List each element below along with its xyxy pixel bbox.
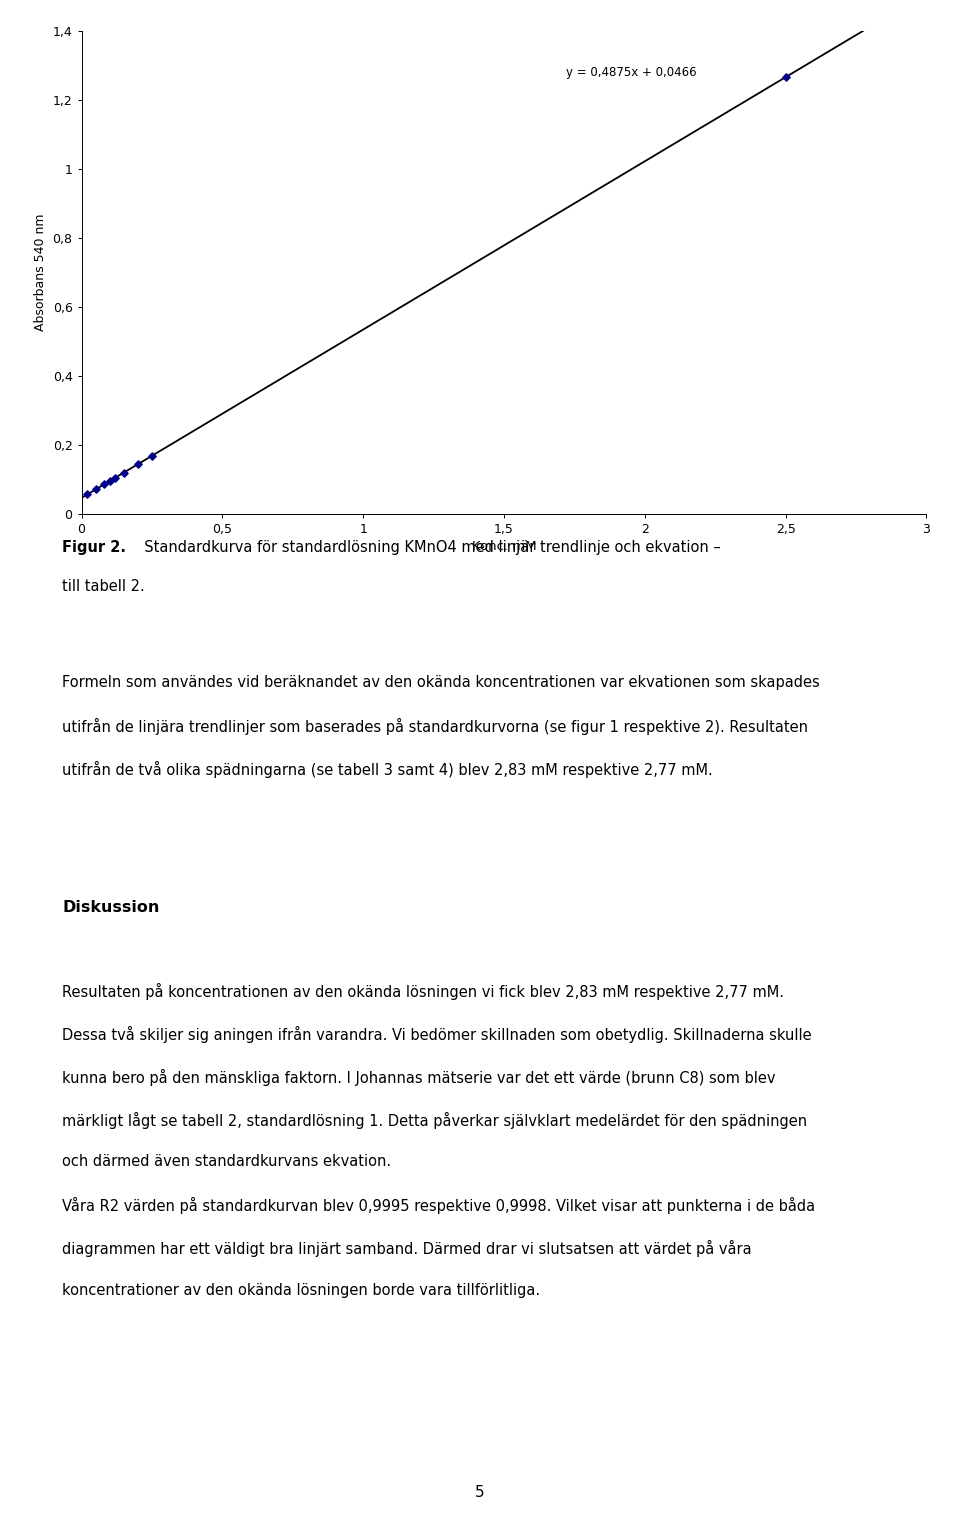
Text: till tabell 2.: till tabell 2. xyxy=(62,578,145,594)
Point xyxy=(88,477,104,502)
Text: Resultaten på koncentrationen av den okända lösningen vi fick blev 2,83 mM respe: Resultaten på koncentrationen av den okä… xyxy=(62,983,784,1000)
Y-axis label: Absorbans 540 nm: Absorbans 540 nm xyxy=(34,213,47,331)
Text: Diskussion: Diskussion xyxy=(62,900,159,916)
Point xyxy=(96,472,111,497)
Point xyxy=(102,469,117,494)
Text: utifrån de två olika spädningarna (se tabell 3 samt 4) blev 2,83 mM respektive 2: utifrån de två olika spädningarna (se ta… xyxy=(62,761,713,778)
Text: diagrammen har ett väldigt bra linjärt samband. Därmed drar vi slutsatsen att vä: diagrammen har ett väldigt bra linjärt s… xyxy=(62,1239,752,1256)
Text: Våra R2 värden på standardkurvan blev 0,9995 respektive 0,9998. Vilket visar att: Våra R2 värden på standardkurvan blev 0,… xyxy=(62,1197,816,1213)
Point xyxy=(80,482,95,506)
Text: koncentrationer av den okända lösningen borde vara tillförlitliga.: koncentrationer av den okända lösningen … xyxy=(62,1282,540,1298)
X-axis label: Konc. mM: Konc. mM xyxy=(471,540,537,554)
Point xyxy=(778,64,793,89)
Text: Dessa två skiljer sig aningen ifrån varandra. Vi bedömer skillnaden som obetydli: Dessa två skiljer sig aningen ifrån vara… xyxy=(62,1026,812,1043)
Point xyxy=(144,443,159,468)
Text: och därmed även standardkurvans ekvation.: och därmed även standardkurvans ekvation… xyxy=(62,1154,392,1169)
Text: kunna bero på den mänskliga faktorn. I Johannas mätserie var det ett värde (brun: kunna bero på den mänskliga faktorn. I J… xyxy=(62,1069,776,1086)
Point xyxy=(116,460,132,485)
Point xyxy=(108,465,123,489)
Text: Formeln som användes vid beräknandet av den okända koncentrationen var ekvatione: Formeln som användes vid beräknandet av … xyxy=(62,675,820,690)
Text: 5: 5 xyxy=(475,1485,485,1500)
Text: Standardkurva för standardlösning KMnO4 med linjär trendlinje och ekvation –: Standardkurva för standardlösning KMnO4 … xyxy=(135,540,721,555)
Text: utifrån de linjära trendlinjer som baserades på standardkurvorna (se figur 1 res: utifrån de linjära trendlinjer som baser… xyxy=(62,718,808,735)
Point xyxy=(131,453,146,477)
Text: y = 0,4875x + 0,0466: y = 0,4875x + 0,0466 xyxy=(566,66,697,78)
Text: märkligt lågt se tabell 2, standardlösning 1. Detta påverkar självklart medelärd: märkligt lågt se tabell 2, standardlösni… xyxy=(62,1112,807,1129)
Text: Figur 2.: Figur 2. xyxy=(62,540,127,555)
